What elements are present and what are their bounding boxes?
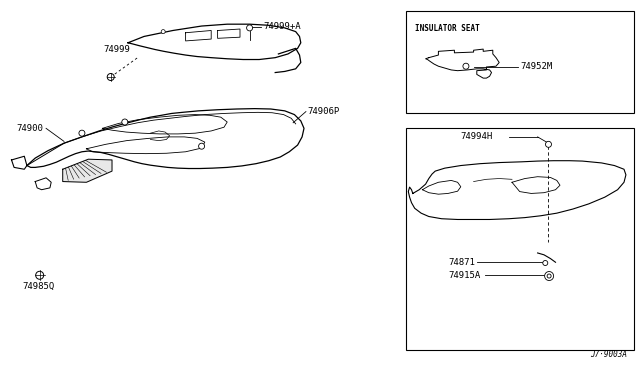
Text: J7·9003A: J7·9003A: [590, 350, 627, 359]
Text: 74915A: 74915A: [448, 271, 480, 280]
Text: 74900: 74900: [16, 124, 43, 133]
Circle shape: [545, 141, 552, 147]
Circle shape: [543, 260, 548, 266]
Polygon shape: [63, 159, 112, 182]
Text: 74999+A: 74999+A: [264, 22, 301, 31]
Circle shape: [161, 30, 165, 33]
Text: 74985Q: 74985Q: [22, 282, 54, 291]
Bar: [406, 128, 634, 350]
Circle shape: [463, 63, 469, 69]
Bar: [406, 11, 634, 113]
Circle shape: [547, 274, 551, 278]
Text: 74952M: 74952M: [520, 62, 552, 71]
Text: 74999: 74999: [104, 45, 131, 54]
Text: 74871: 74871: [448, 258, 475, 267]
Circle shape: [122, 119, 128, 125]
Circle shape: [79, 130, 85, 136]
Text: 74906P: 74906P: [307, 107, 339, 116]
Circle shape: [545, 272, 554, 280]
Text: 74994H: 74994H: [461, 132, 493, 141]
Circle shape: [108, 74, 114, 80]
Circle shape: [198, 143, 205, 149]
Circle shape: [36, 271, 44, 279]
Text: INSULATOR SEAT: INSULATOR SEAT: [415, 24, 479, 33]
Circle shape: [246, 25, 253, 31]
